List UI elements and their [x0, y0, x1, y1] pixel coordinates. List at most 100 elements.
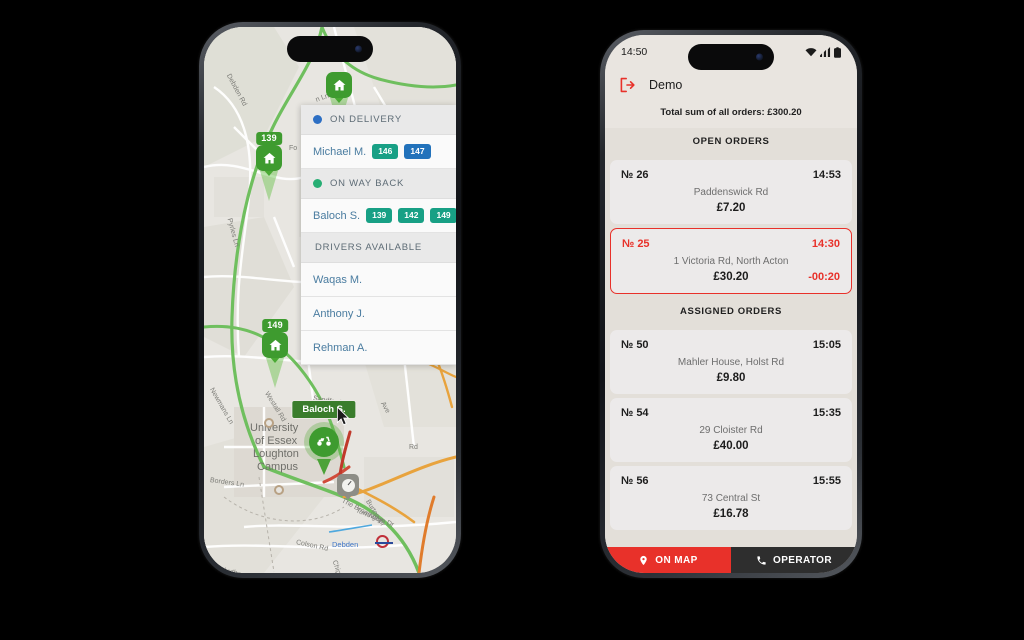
status-dot: [313, 179, 322, 188]
order-card[interactable]: № 26 14:53 Paddenswick Rd £7.20: [610, 160, 852, 224]
order-time: 14:30: [811, 238, 840, 250]
cellular-icon: [820, 47, 831, 57]
phone-icon: [756, 555, 767, 566]
pin-order-number-badge: 139: [256, 132, 282, 145]
order-card[interactable]: № 50 15:05 Mahler House, Holst Rd £9.80: [610, 330, 852, 394]
order-time: 14:53: [812, 169, 841, 181]
order-address: 29 Cloister Rd: [699, 425, 763, 436]
app-title: Demo: [649, 78, 683, 92]
order-amount: £40.00: [713, 440, 749, 452]
order-time: 15:05: [812, 339, 841, 351]
order-card[interactable]: № 56 15:55 73 Central St £16.78: [610, 466, 852, 530]
mouse-cursor: [337, 407, 351, 427]
phone-right-device: 14:50: [600, 30, 862, 578]
order-address: 1 Victoria Rd, North Acton: [673, 256, 789, 267]
map-poi-marker: [264, 418, 274, 428]
dynamic-island: [688, 44, 774, 70]
drivers-section-header: ON DELIVERY: [301, 105, 456, 135]
order-address: Paddenswick Rd: [693, 187, 769, 198]
map-order-pin[interactable]: 139: [256, 132, 282, 201]
map-pin-icon: [638, 555, 649, 566]
map-screen[interactable]: University of Essex Loughton Campus Debden …: [204, 27, 456, 573]
order-chip[interactable]: 146: [372, 144, 399, 159]
order-number: № 25: [622, 238, 650, 250]
order-chip[interactable]: 149: [430, 208, 456, 223]
tab-label: ON MAP: [655, 554, 698, 566]
tab-label: OPERATOR: [773, 554, 832, 566]
driver-name: Michael M.: [313, 145, 367, 158]
map-poi-marker: [274, 485, 284, 495]
order-group-header: ASSIGNED ORDERS: [605, 298, 857, 326]
speed-camera-icon: [337, 474, 359, 496]
drivers-panel[interactable]: ON DELIVERY Michael M. 146 147 ON WAY BACK Ba…: [301, 105, 456, 365]
driver-name: Baloch S.: [313, 209, 361, 222]
order-card-header: № 26 14:53: [621, 169, 841, 181]
order-card-header: № 50 15:05: [621, 339, 841, 351]
driver-row[interactable]: Waqas M.: [301, 263, 456, 297]
drivers-section-label: ON WAY BACK: [330, 178, 405, 189]
driver-marker-halo: [304, 422, 344, 462]
order-number: № 56: [621, 475, 649, 487]
orders-list[interactable]: OPEN ORDERS № 26 14:53 Paddenswick Rd £7.20 №…: [605, 128, 857, 547]
map-order-pin[interactable]: [326, 72, 352, 128]
pin-order-number-badge: 149: [262, 319, 288, 332]
driver-marker-baloch[interactable]: Baloch S.: [291, 400, 357, 462]
order-card-footer: £9.80: [621, 372, 841, 384]
status-bar-icons: [805, 46, 841, 58]
orders-screen[interactable]: 14:50: [605, 35, 857, 573]
order-card-footer: £30.20 -00:20: [622, 271, 840, 283]
order-amount: £9.80: [716, 372, 746, 384]
status-bar-time: 14:50: [621, 46, 648, 58]
battery-icon: [834, 46, 841, 58]
phone-left-screen-frame: University of Essex Loughton Campus Debden …: [204, 27, 456, 573]
order-time: 15:55: [812, 475, 841, 487]
pin-beam: [260, 171, 278, 201]
tube-roundel-icon: [375, 535, 393, 548]
app-bar: Demo: [605, 69, 857, 101]
dynamic-island: [287, 36, 373, 62]
driver-name: Waqas M.: [313, 273, 363, 286]
drivers-section-label: DRIVERS AVAILABLE: [315, 242, 422, 253]
phone-right-screen-frame: 14:50: [605, 35, 857, 573]
status-dot: [313, 115, 322, 124]
logout-icon[interactable]: [619, 77, 635, 93]
wifi-icon: [805, 48, 817, 57]
driver-row[interactable]: Anthony J.: [301, 297, 456, 331]
order-address: Mahler House, Holst Rd: [677, 357, 785, 368]
drivers-section-label: ON DELIVERY: [330, 114, 402, 125]
order-amount: £30.20: [713, 271, 749, 283]
order-card[interactable]: № 25 14:30 1 Victoria Rd, North Acton £30.2…: [610, 228, 852, 294]
map-order-pin[interactable]: 149: [262, 319, 288, 388]
order-address: 73 Central St: [701, 493, 761, 504]
order-chip[interactable]: 139: [366, 208, 393, 223]
order-amount: £16.78: [713, 508, 749, 520]
order-card-footer: £16.78: [621, 508, 841, 520]
order-card-header: № 54 15:35: [621, 407, 841, 419]
order-card-header: № 25 14:30: [622, 238, 840, 250]
total-sum-label: Total sum of all orders: £300.20: [605, 101, 857, 128]
order-chip[interactable]: 147: [404, 144, 431, 159]
bottom-tab-bar[interactable]: ON MAP OPERATOR: [605, 547, 857, 573]
drivers-section-header: ON WAY BACK: [301, 169, 456, 199]
driver-name: Rehman A.: [313, 341, 368, 354]
orders-app: 14:50: [605, 35, 857, 573]
order-card-footer: £7.20: [621, 202, 841, 214]
driver-row[interactable]: Rehman A.: [301, 331, 456, 365]
order-number: № 54: [621, 407, 649, 419]
tab-on-map[interactable]: ON MAP: [605, 547, 731, 573]
phone-left-device: University of Essex Loughton Campus Debden …: [199, 22, 461, 578]
order-amount: £7.20: [716, 202, 746, 214]
order-group-header: OPEN ORDERS: [605, 128, 857, 156]
order-number: № 26: [621, 169, 649, 181]
driver-name: Anthony J.: [313, 307, 365, 320]
driver-row[interactable]: Baloch S.139142149148: [301, 199, 456, 233]
tab-operator[interactable]: OPERATOR: [731, 547, 857, 573]
driver-row[interactable]: Michael M. 146 147: [301, 135, 456, 169]
order-card-header: № 56 15:55: [621, 475, 841, 487]
order-time: 15:35: [812, 407, 841, 419]
order-card[interactable]: № 54 15:35 29 Cloister Rd £40.00: [610, 398, 852, 462]
home-icon: [262, 332, 288, 358]
order-chip[interactable]: 142: [398, 208, 425, 223]
order-card-footer: £40.00: [621, 440, 841, 452]
